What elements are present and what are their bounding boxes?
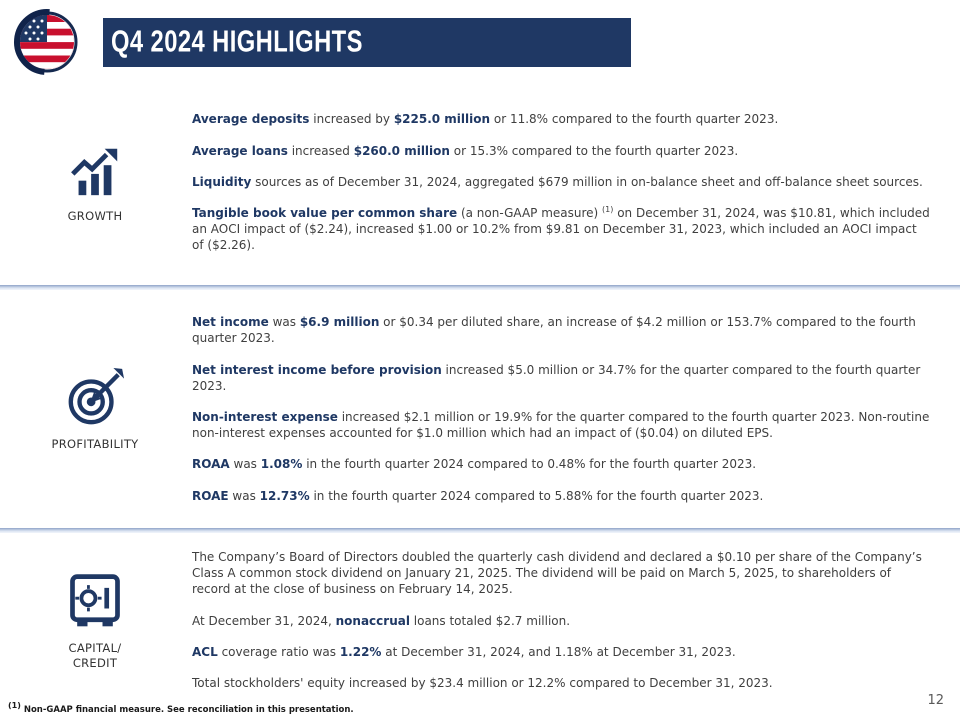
title-bar: Q4 2024 HIGHLIGHTS	[103, 18, 631, 67]
page-number: 12	[927, 693, 944, 708]
highlight-paragraph: Net interest income before provision inc…	[192, 362, 921, 393]
us-flag-roundel-icon	[13, 9, 80, 75]
highlight-paragraph: Average deposits increased by $225.0 mil…	[192, 112, 779, 127]
safe-vault-icon	[70, 573, 120, 626]
highlight-paragraph: Non-interest expense increased $2.1 mill…	[192, 410, 930, 441]
target-bullseye-icon	[68, 367, 125, 425]
section-label-growth: GROWTH	[67, 208, 123, 223]
footnote-superscript: (1)	[8, 701, 21, 711]
highlight-paragraph: Liquidity sources as of December 31, 202…	[192, 174, 923, 189]
section-icon-block-capital: CAPITAL/CREDIT	[0, 570, 190, 671]
company-logo	[11, 6, 83, 78]
section-icon-block-profitability: PROFITABILITY	[0, 366, 190, 452]
section-label-capital: CAPITAL/CREDIT	[68, 640, 122, 670]
section-divider	[0, 528, 960, 533]
section-capital: CAPITAL/CREDIT The Company’s Board of Dir…	[0, 533, 960, 707]
header: Q4 2024 HIGHLIGHTS	[0, 0, 960, 80]
highlight-paragraph: Average loans increased $260.0 million o…	[192, 143, 739, 158]
highlight-paragraph: The Company’s Board of Directors doubled…	[192, 550, 922, 597]
slide-title: Q4 2024 HIGHLIGHTS	[111, 25, 363, 59]
highlight-paragraph: Net income was $6.9 million or $0.34 per…	[192, 315, 916, 346]
section-text-capital: The Company’s Board of Directors doubled…	[190, 533, 960, 707]
section-icon-block-growth: GROWTH	[0, 142, 190, 224]
highlight-paragraph: Tangible book value per common share (a …	[192, 205, 930, 253]
footnote: (1) Non-GAAP financial measure. See reco…	[8, 702, 354, 715]
section-profitability: PROFITABILITY Net income was $6.9 million…	[0, 290, 960, 528]
growth-chart-icon	[71, 148, 118, 195]
section-text-profitability: Net income was $6.9 million or $0.34 per…	[190, 298, 960, 520]
highlight-paragraph: Total stockholders' equity increased by …	[192, 675, 773, 690]
section-growth: GROWTH Average deposits increased by $225…	[0, 80, 960, 285]
footnote-text: Non-GAAP financial measure. See reconcil…	[20, 705, 354, 715]
sections-container: GROWTH Average deposits increased by $225…	[0, 80, 960, 707]
section-divider	[0, 285, 960, 290]
highlight-paragraph: At December 31, 2024, nonaccrual loans t…	[192, 613, 571, 628]
highlight-paragraph: ACL coverage ratio was 1.22% at December…	[192, 644, 736, 659]
highlight-paragraph: ROAA was 1.08% in the fourth quarter 202…	[192, 457, 757, 472]
highlight-paragraph: ROAE was 12.73% in the fourth quarter 20…	[192, 488, 764, 503]
section-text-growth: Average deposits increased by $225.0 mil…	[190, 95, 960, 269]
section-label-profitability: PROFITABILITY	[51, 437, 139, 452]
